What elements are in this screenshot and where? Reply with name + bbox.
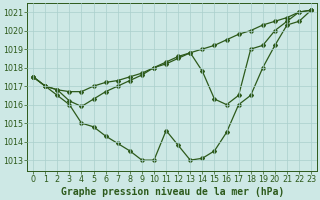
X-axis label: Graphe pression niveau de la mer (hPa): Graphe pression niveau de la mer (hPa) [60, 187, 284, 197]
